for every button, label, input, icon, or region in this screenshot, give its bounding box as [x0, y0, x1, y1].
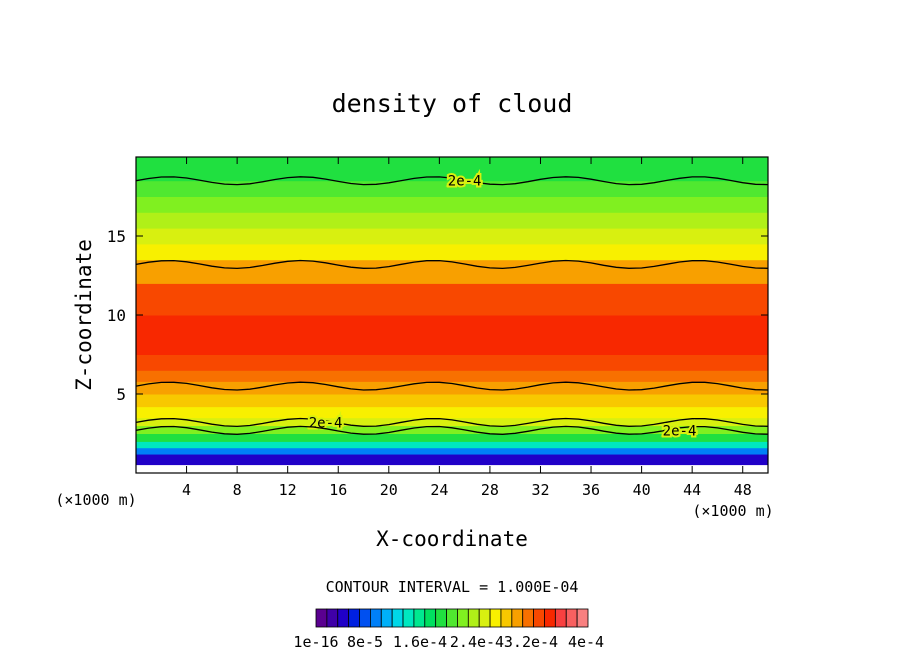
x-tick-label: 32	[531, 481, 549, 499]
colorbar-swatch	[446, 608, 458, 628]
field-band	[136, 259, 768, 284]
contour-interval: CONTOUR INTERVAL = 1.000E-04	[326, 578, 579, 596]
x-unit-right: (×1000 m)	[692, 502, 773, 520]
x-tick-label: 16	[329, 481, 347, 499]
contour-line	[136, 381, 768, 391]
field-band	[136, 370, 768, 382]
x-tick-label: 36	[582, 481, 600, 499]
contour-lines: 2e-42e-4 2e-4	[136, 172, 768, 441]
field-band	[136, 228, 768, 245]
colorbar-swatch	[576, 608, 589, 628]
x-axis-title: X-coordinate	[376, 527, 528, 551]
y-axis: 5 10 15	[107, 227, 768, 404]
colorbar-swatch	[359, 608, 371, 628]
field-band	[136, 454, 768, 466]
field-band	[136, 354, 768, 371]
field-band	[136, 447, 768, 455]
field-band	[136, 433, 768, 442]
x-axis: 4 8 12 16 20 24 28 32 36 40 44 48	[182, 157, 752, 499]
colorbar-swatch	[435, 608, 447, 628]
x-tick-label: 4	[182, 481, 191, 499]
colorbar-swatch	[457, 608, 469, 628]
colorbar-swatch	[511, 608, 524, 628]
colorbar-swatch	[522, 608, 534, 628]
field-band	[136, 441, 768, 449]
x-tick-label: 8	[233, 481, 242, 499]
contour-line	[136, 176, 768, 186]
field-band	[136, 425, 768, 434]
field-clear-base	[136, 465, 768, 473]
contour-label: 2e-4	[663, 423, 697, 439]
contour-line	[136, 425, 768, 435]
y-tick-label: 10	[107, 306, 126, 325]
colorbar-tick-label: 4e-4	[568, 633, 604, 651]
colorbar-swatch	[533, 608, 545, 628]
colorbar-swatch	[402, 608, 415, 628]
colorbar-swatch	[326, 608, 339, 628]
contour-label: 2e-4	[448, 174, 482, 190]
colorbar-swatch	[489, 608, 502, 628]
y-tick-label: 15	[107, 227, 126, 246]
field-band	[136, 212, 768, 229]
field-band	[136, 381, 768, 395]
x-tick-label: 48	[734, 481, 752, 499]
colorbar-labels: 1e-16 8e-5 1.6e-4 2.4e-4 3.2e-4 4e-4	[293, 633, 604, 651]
colorbar-swatch	[544, 608, 556, 628]
field-band	[136, 196, 768, 213]
colorbar-tick-label: 2.4e-4	[450, 633, 504, 651]
y-tick-label: 5	[116, 385, 126, 404]
colorbar-swatch	[554, 608, 567, 628]
field-band	[136, 243, 768, 261]
x-tick-label: 40	[633, 481, 651, 499]
colorbar-tick-label: 1.6e-4	[393, 633, 447, 651]
colorbar-swatch	[369, 608, 382, 628]
colorbar-tick-label: 1e-16	[293, 633, 338, 651]
colorbar-swatch	[424, 608, 437, 628]
field-band	[136, 283, 768, 316]
x-tick-label: 44	[683, 481, 701, 499]
field-band	[136, 315, 768, 355]
x-tick-label: 24	[430, 481, 448, 499]
x-tick-label: 28	[481, 481, 499, 499]
field-band	[136, 406, 768, 419]
colorbar-swatch	[337, 608, 350, 628]
colorbar-tick-label: 8e-5	[347, 633, 383, 651]
x-tick-label: 12	[279, 481, 297, 499]
colorbar-swatch	[478, 608, 491, 628]
field-band	[136, 180, 768, 197]
colorbar-swatch	[391, 608, 404, 628]
contour-line	[136, 259, 768, 270]
x-unit-left: (×1000 m)	[55, 491, 136, 509]
colorbar	[315, 608, 589, 628]
colorbar-swatch	[348, 608, 360, 628]
colorbar-swatch	[500, 608, 513, 628]
field-band	[136, 417, 768, 427]
x-tick-label: 20	[380, 481, 398, 499]
field-band	[136, 157, 768, 182]
colorbar-swatch	[565, 608, 578, 628]
contour-line	[136, 417, 768, 428]
colorbar-swatch	[315, 608, 328, 628]
y-axis-title: Z-coordinate	[72, 239, 96, 391]
heatmap-field	[136, 157, 768, 473]
colorbar-tick-label: 3.2e-4	[504, 633, 558, 651]
field-band	[136, 394, 768, 408]
colorbar-swatch	[467, 608, 480, 628]
chart-title: density of cloud	[332, 89, 573, 118]
colorbar-swatch	[380, 608, 393, 628]
colorbar-swatch	[413, 608, 426, 628]
